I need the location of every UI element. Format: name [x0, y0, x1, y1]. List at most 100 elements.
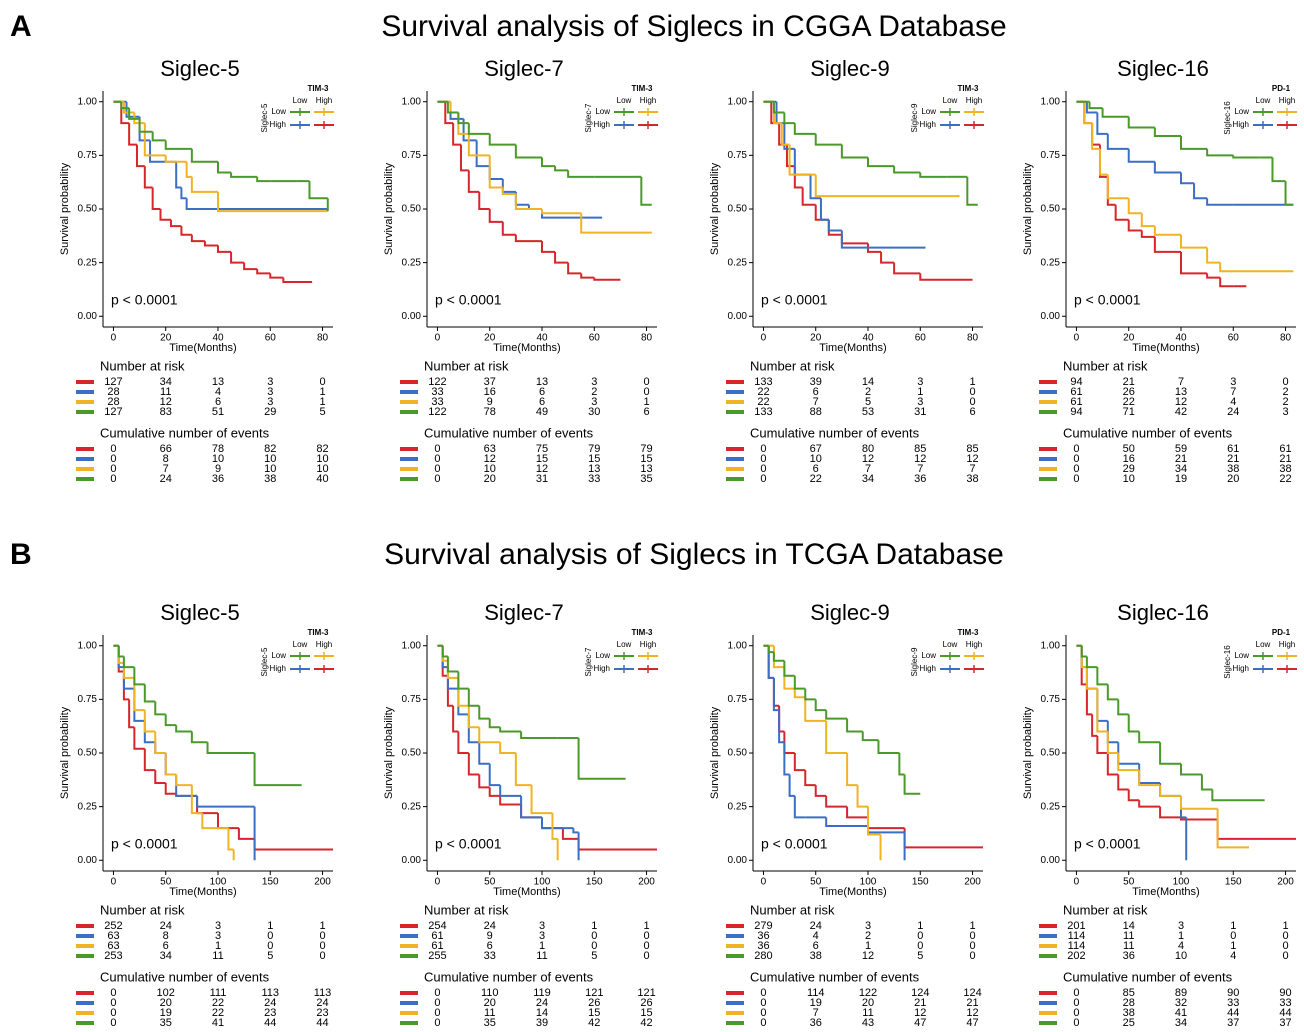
curve-step: [203, 241, 218, 247]
curve-step: [253, 838, 333, 851]
curve-step: [151, 131, 166, 142]
curve-step: [1106, 753, 1119, 776]
table-title: Number at risk: [100, 358, 185, 373]
legend-title: PD-1: [1272, 628, 1291, 637]
table-value: 9: [487, 930, 493, 942]
curve-step: [1096, 735, 1108, 754]
curve-step: [227, 828, 234, 851]
table-value: 6: [539, 386, 545, 398]
table-value: 33: [431, 396, 443, 408]
curve-step: [1206, 273, 1221, 279]
legend-row-title: Siglec-16: [1223, 101, 1232, 135]
curve-step: [154, 731, 166, 754]
table-value: 124: [963, 987, 981, 999]
section-label: A: [10, 10, 32, 43]
y-tick-label: 0.75: [78, 150, 98, 161]
legend-column: Low: [1256, 96, 1271, 105]
y-tick-label: 0.75: [1041, 150, 1061, 161]
table-value: 53: [862, 406, 874, 418]
table-value: 0: [434, 463, 440, 475]
curve-step: [169, 219, 182, 228]
y-tick-label: 0.25: [728, 257, 748, 268]
panel-title: Siglec-9: [810, 600, 889, 625]
table-value: 0: [917, 940, 923, 952]
curve-step: [1153, 226, 1181, 236]
table-value: 11: [1123, 930, 1134, 942]
curve-step: [867, 243, 882, 253]
curve-step: [783, 112, 795, 125]
x-tick-label: 200: [638, 877, 655, 888]
x-tick-label: 50: [484, 877, 496, 888]
table-value: 1: [643, 920, 649, 932]
table-value: 7: [1230, 386, 1236, 398]
panel-title: Siglec-9: [810, 56, 889, 81]
y-axis-title: Survival probability: [383, 162, 395, 255]
curve-step: [1127, 219, 1142, 232]
table-value: 0: [917, 930, 923, 942]
table-title: Number at risk: [424, 902, 509, 917]
panel-title: Siglec-7: [484, 600, 563, 625]
table-value: 3: [917, 396, 923, 408]
curve-step: [122, 662, 135, 679]
curve-step: [159, 209, 171, 221]
curve-step: [514, 753, 532, 787]
legend-title: TIM-3: [632, 628, 653, 637]
panel-title: Siglec-5: [160, 600, 239, 625]
curve-step: [217, 161, 232, 174]
table-value: 8: [163, 453, 169, 465]
table-value: 0: [643, 376, 649, 388]
curve-step: [804, 697, 827, 722]
table-title: Number at risk: [1063, 902, 1148, 917]
curve-step: [1138, 800, 1161, 808]
curve-step: [846, 806, 868, 819]
table-value: 10: [316, 463, 328, 475]
table-value: 44: [264, 1017, 276, 1029]
table-key: [726, 944, 744, 948]
curve-step: [488, 209, 503, 223]
curve-step: [133, 677, 145, 712]
y-tick-label: 1.00: [1041, 640, 1061, 651]
curve-step: [501, 187, 516, 195]
curve-step: [449, 101, 459, 114]
curve-step: [143, 166, 153, 189]
curve-step: [809, 174, 821, 200]
table-value: 36: [212, 473, 224, 485]
table-value: 24: [264, 997, 276, 1009]
curve-step: [778, 710, 785, 744]
curve-step: [819, 198, 829, 221]
y-tick-label: 0.25: [728, 801, 748, 812]
table-value: 122: [428, 406, 446, 418]
curve-step: [867, 157, 895, 168]
table-key: [1039, 380, 1057, 384]
x-tick-label: 200: [314, 877, 331, 888]
table-value: 22: [212, 1007, 224, 1019]
table-value: 61: [431, 940, 443, 952]
table-value: 114: [1068, 940, 1086, 952]
table-value: 36: [810, 1017, 822, 1029]
curve-step: [893, 166, 921, 174]
table-value: 61: [1070, 386, 1082, 398]
curve-step: [499, 785, 522, 797]
legend-row-title: Siglec-5: [260, 103, 269, 132]
curve-step: [861, 731, 879, 742]
curve-step: [1091, 714, 1098, 737]
table-value: 10: [264, 463, 276, 475]
curve-step: [154, 701, 166, 716]
table-value: 43: [862, 1017, 874, 1029]
x-tick-label: 0: [111, 333, 117, 344]
table-value: 42: [640, 1017, 652, 1029]
curve-step: [1096, 688, 1108, 733]
table-key: [76, 400, 94, 404]
curve-step: [1140, 213, 1155, 228]
y-tick-label: 0.50: [1041, 748, 1061, 759]
table-value: 0: [760, 443, 766, 455]
table-value: 0: [1073, 443, 1079, 455]
table-value: 63: [107, 930, 119, 942]
table-value: 22: [757, 386, 769, 398]
curve-step: [488, 166, 503, 180]
table-key: [76, 380, 94, 384]
table-value: 30: [588, 406, 600, 418]
table-value: 24: [484, 920, 496, 932]
curve-step: [1216, 819, 1296, 840]
y-tick-label: 1.00: [78, 640, 98, 651]
